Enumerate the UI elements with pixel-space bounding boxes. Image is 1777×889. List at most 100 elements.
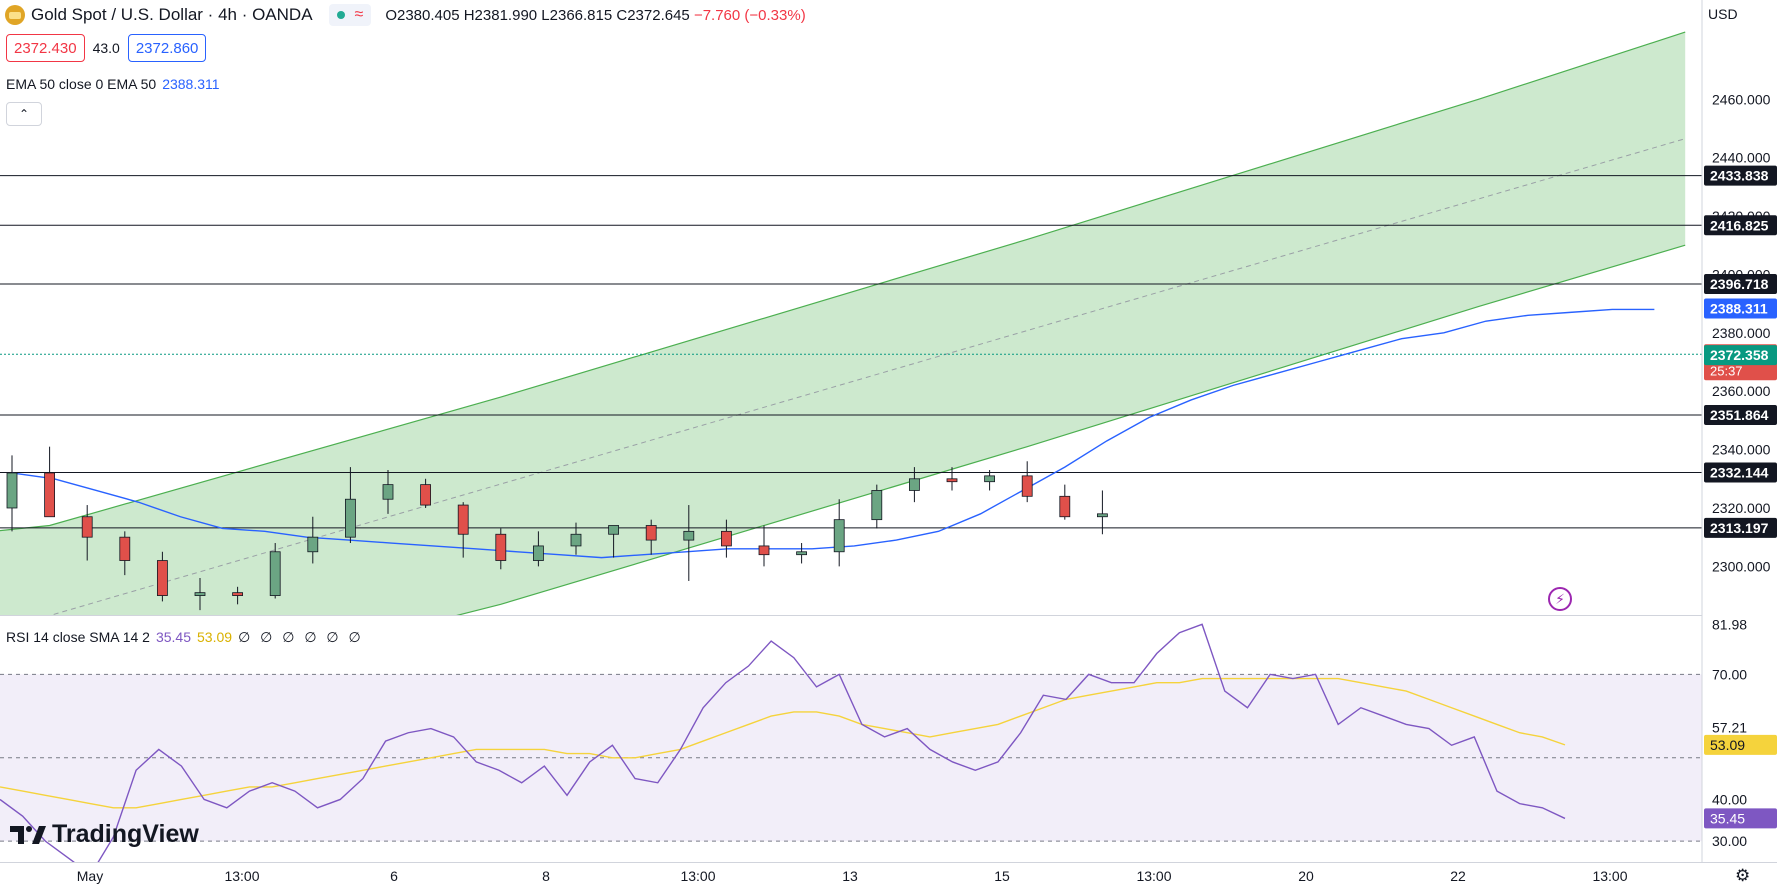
candle-body <box>871 490 883 521</box>
candle <box>194 578 206 611</box>
rsi-legend-empty-values: ∅ ∅ ∅ ∅ ∅ ∅ <box>238 629 364 645</box>
candle-body <box>119 536 131 561</box>
candle <box>344 467 356 544</box>
rsi-panel[interactable]: 30.00 40.00 57.21 70.00 81.98 53.09 35.45 <box>0 616 1777 862</box>
price-axis-label-bg <box>1704 298 1777 319</box>
candle <box>44 446 55 518</box>
time-tick-label: 13:00 <box>224 868 259 884</box>
time-axis[interactable]: May 13:00 6 8 13:00 13 15 13:00 20 22 13:00 <box>0 862 1777 889</box>
candle <box>984 470 995 491</box>
price-tick-label: 2460.000 <box>1712 91 1771 107</box>
price-axis-label-bg <box>1704 345 1777 366</box>
spread-value: 43.0 <box>92 40 120 56</box>
candle-body <box>269 551 281 596</box>
tradingview-logo-text: TradingView <box>52 820 199 848</box>
candle <box>758 525 770 567</box>
countdown-text: 25:37 <box>1710 363 1743 378</box>
candle <box>871 484 883 529</box>
rsi-legend[interactable]: RSI 14 close SMA 14 2 35.45 53.09 ∅ ∅ ∅ ∅ ∅… <box>6 629 364 646</box>
candle-body <box>382 484 394 500</box>
ohlc-values: O2380.405 H2381.990 L2366.815 C2372.645 <box>385 6 690 24</box>
candle-body <box>608 525 619 535</box>
flash-icon[interactable]: ⚡ <box>1548 587 1572 611</box>
price-axis-label: 2313.197 <box>1704 517 1777 538</box>
buy-button[interactable]: 2372.860 <box>127 34 207 62</box>
candle-body <box>420 484 432 506</box>
time-tick-label: 6 <box>390 868 398 884</box>
candle <box>1021 461 1033 503</box>
rsi-legend-rsi: 35.45 <box>155 629 192 645</box>
rsi-tick-label: 81.98 <box>1712 616 1747 632</box>
rsi-axis-label: 53.09 <box>1704 734 1777 755</box>
price-axis-label: 2372.358 <box>1704 345 1777 366</box>
market-status-badge[interactable]: ≈ <box>328 4 372 26</box>
rsi-tick-label: 30.00 <box>1712 833 1747 849</box>
candle-body <box>758 545 770 556</box>
tradingview-logo[interactable]: TradingView <box>10 820 199 849</box>
gold-icon <box>5 5 25 25</box>
price-axis-label-bg <box>1704 215 1777 236</box>
channel-fill <box>0 32 1686 616</box>
candle-body <box>721 530 732 547</box>
price-axis-label: 2332.144 <box>1704 462 1777 483</box>
rsi-axis-label-bg <box>1704 734 1777 755</box>
candle-body <box>909 478 920 491</box>
time-tick-label: 22 <box>1450 868 1466 884</box>
candle-body <box>495 533 507 561</box>
rsi-axis-label-text: 35.45 <box>1710 810 1745 826</box>
price-axis-label-bg <box>1704 165 1777 186</box>
price-axis-label-text: 2396.718 <box>1710 276 1769 292</box>
candle <box>608 525 619 558</box>
ema-legend[interactable]: EMA 50 close 0 EMA 50 2388.311 <box>6 76 220 92</box>
candle-body <box>156 560 168 596</box>
candle-body <box>44 472 55 518</box>
ema-legend-value: 2388.311 <box>162 76 220 92</box>
price-axis-label-text: 2313.197 <box>1710 520 1769 536</box>
time-tick-label: 13:00 <box>1136 868 1171 884</box>
candle <box>1097 490 1108 535</box>
candle <box>119 531 131 576</box>
live-dot-icon <box>336 11 345 19</box>
candle <box>307 516 319 564</box>
symbol-title[interactable]: Gold Spot / U.S. Dollar · 4h · OANDA <box>31 5 313 24</box>
collapse-legend-button[interactable]: ⌃ <box>6 102 42 126</box>
sell-button[interactable]: 2372.430 <box>6 34 85 62</box>
candle-body <box>1059 495 1071 518</box>
settings-gear-icon[interactable]: ⚙ <box>1735 866 1751 885</box>
candle <box>645 519 657 555</box>
rsi-axis-label-text: 53.09 <box>1710 737 1745 753</box>
price-axis-label-text: 2388.311 <box>1710 301 1768 317</box>
price-axis-label: 2416.825 <box>1704 215 1777 236</box>
time-tick-label: May <box>77 868 103 884</box>
ohlc-readout: O2380.405 H2381.990 L2366.815 C2372.645 … <box>385 7 805 24</box>
price-axis-label: 2396.718 <box>1704 274 1777 295</box>
candle-body <box>1097 513 1108 518</box>
price-tick-label: 2300.000 <box>1712 558 1771 574</box>
price-axis-label-bg <box>1704 274 1777 295</box>
price-axis-label-text: 2351.864 <box>1710 407 1769 423</box>
candle-body <box>457 504 469 535</box>
candle <box>232 586 244 605</box>
candle <box>796 543 807 564</box>
price-axis-label-text: 2433.838 <box>1710 168 1769 184</box>
ema50-line <box>11 308 1655 559</box>
currency-selector[interactable]: USD <box>1708 6 1738 22</box>
candle <box>457 502 469 558</box>
rsi-legend-sma: 53.09 <box>197 629 233 645</box>
candle <box>81 505 93 561</box>
candle <box>721 519 732 558</box>
price-axis-label-bg <box>1704 517 1777 538</box>
price-axis-label-text: 2332.144 <box>1710 465 1769 481</box>
candle <box>533 531 544 567</box>
price-chart[interactable]: 2300.000 2320.000 2340.000 2360.000 2380.000… <box>0 0 1777 616</box>
rsi-tick-label: 57.21 <box>1712 720 1747 736</box>
time-tick-label: 20 <box>1298 868 1314 884</box>
candle <box>683 505 695 581</box>
price-tick-label: 2320.000 <box>1712 500 1771 516</box>
time-tick-label: 13:00 <box>680 868 715 884</box>
candle-body <box>307 536 319 553</box>
candle-body <box>833 519 845 553</box>
tradingview-logo-icon <box>10 825 46 844</box>
candle-body <box>683 530 695 541</box>
price-axis-label-bg <box>1704 404 1777 425</box>
